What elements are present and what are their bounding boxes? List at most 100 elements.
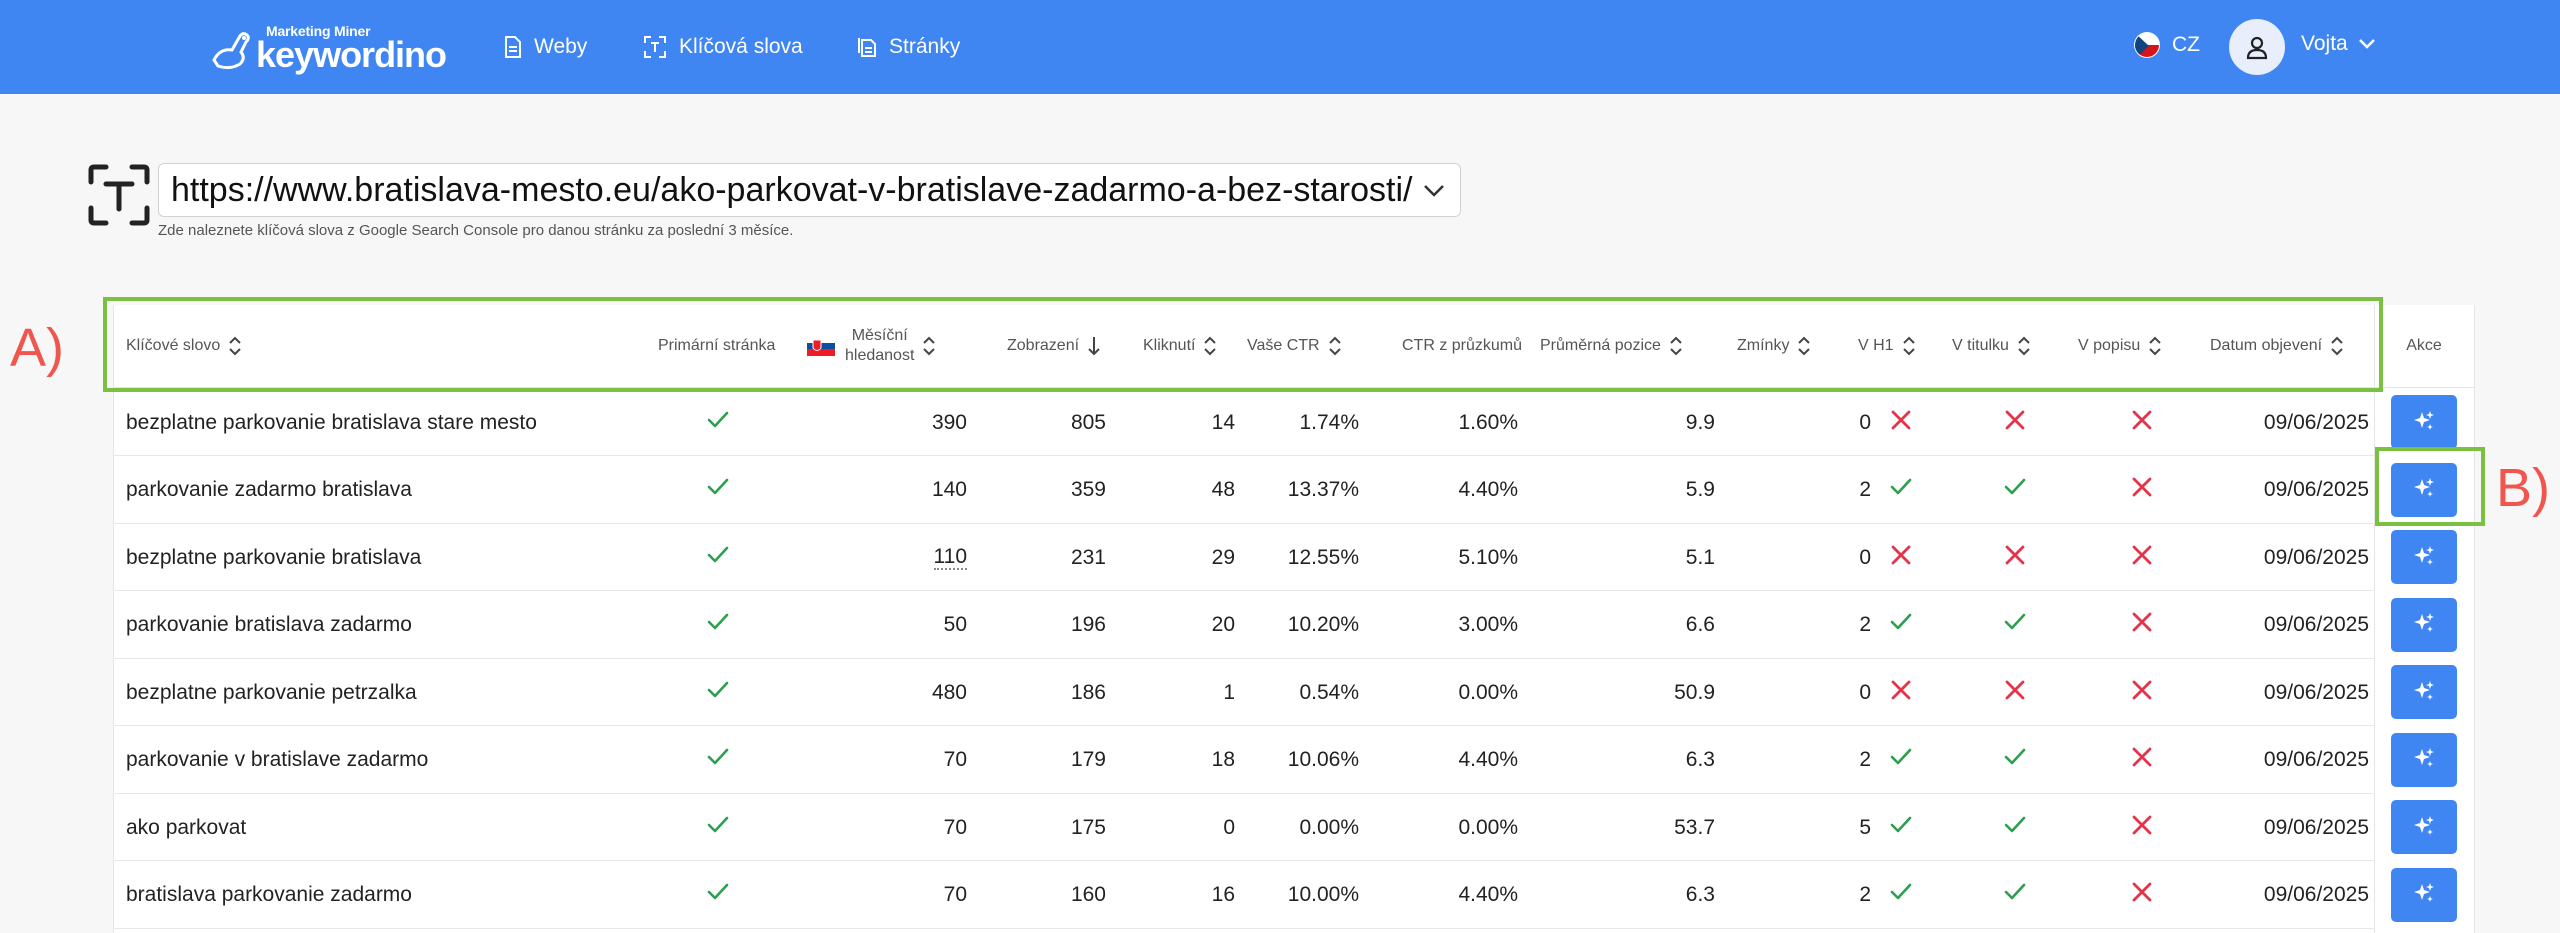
url-hint-text: Zde naleznete klíčová slova z Google Sea… bbox=[158, 222, 794, 239]
check-icon bbox=[2004, 883, 2026, 907]
column-header-in-h1[interactable]: V H1 bbox=[1858, 305, 1916, 387]
ai-suggest-button[interactable] bbox=[2391, 597, 2457, 652]
language-switcher[interactable]: CZ bbox=[2134, 32, 2200, 58]
column-header-avg-position[interactable]: Průměrná pozice bbox=[1540, 305, 1683, 387]
cell-primary-page bbox=[668, 524, 768, 591]
cell-monthly-volume: 70 bbox=[943, 883, 967, 906]
column-header-discovered-date[interactable]: Datum objevení bbox=[2210, 305, 2344, 387]
page-url-value: https://www.bratislava-mesto.eu/ako-park… bbox=[171, 170, 1413, 209]
slovakia-flag-icon bbox=[807, 336, 835, 356]
column-header-mentions[interactable]: Zmínky bbox=[1737, 305, 1811, 387]
cell-keyword: bezplatne parkovanie bratislava bbox=[126, 545, 422, 569]
cell-clicks: 14 bbox=[1211, 410, 1235, 434]
cell-impressions: 196 bbox=[1070, 613, 1106, 636]
sort-icon bbox=[1670, 336, 1682, 356]
nav-item-klicova-slova[interactable]: Klíčová slova bbox=[643, 32, 803, 62]
cell-survey-ctr: 0.00% bbox=[1458, 815, 1518, 839]
cell-impressions: 186 bbox=[1070, 680, 1106, 704]
cell-clicks: 48 bbox=[1211, 478, 1235, 501]
pages-icon bbox=[858, 38, 876, 57]
table-row: parkovanie bratislava zadarmo 50 196 20 10.2… bbox=[113, 592, 2374, 659]
cell-clicks: 29 bbox=[1211, 545, 1235, 569]
cross-icon bbox=[1890, 409, 1912, 437]
ai-suggest-button[interactable] bbox=[2391, 867, 2457, 922]
sort-icon bbox=[2149, 336, 2161, 356]
user-avatar[interactable] bbox=[2229, 19, 2285, 75]
sparkles-icon bbox=[2412, 476, 2436, 503]
cell-primary-page bbox=[668, 794, 768, 861]
cell-your-ctr: 10.20% bbox=[1287, 613, 1359, 636]
annotation-box-b bbox=[2375, 447, 2485, 526]
document-icon bbox=[505, 36, 521, 58]
keyword-scan-icon bbox=[644, 36, 666, 58]
check-icon bbox=[1890, 613, 1912, 637]
cell-primary-page bbox=[668, 862, 768, 929]
keywordino-logo[interactable]: Marketing Miner keywordino bbox=[210, 20, 450, 75]
cell-in-description bbox=[2110, 592, 2174, 659]
brand-subtitle: Marketing Miner bbox=[266, 23, 371, 39]
column-header-keyword[interactable]: Klíčové slovo bbox=[126, 305, 242, 387]
ai-suggest-button[interactable] bbox=[2391, 462, 2457, 517]
sort-icon bbox=[1328, 336, 1341, 356]
cell-in-h1 bbox=[1869, 592, 1933, 659]
text-scan-icon bbox=[88, 164, 150, 226]
cell-survey-ctr: 4.40% bbox=[1458, 478, 1518, 501]
ai-suggest-button[interactable] bbox=[2391, 732, 2457, 787]
cross-icon bbox=[2131, 409, 2153, 437]
check-icon bbox=[707, 681, 729, 705]
cell-in-h1 bbox=[1869, 389, 1933, 456]
column-header-monthly-volume[interactable]: Měsíční hledanost bbox=[807, 305, 936, 387]
cell-in-title bbox=[1983, 524, 2047, 591]
column-header-action: Akce bbox=[2406, 337, 2442, 354]
column-header-clicks[interactable]: Kliknutí bbox=[1143, 305, 1217, 387]
check-icon bbox=[707, 816, 729, 840]
user-menu[interactable]: Vojta bbox=[2301, 32, 2376, 56]
cross-icon bbox=[2004, 544, 2026, 572]
nav-item-stranky[interactable]: Stránky bbox=[857, 32, 960, 62]
cross-icon bbox=[2131, 611, 2153, 639]
cell-impressions: 175 bbox=[1070, 815, 1106, 839]
cell-in-description bbox=[2110, 727, 2174, 794]
cell-primary-page bbox=[668, 727, 768, 794]
cell-discovered-date: 09/06/2025 bbox=[2263, 815, 2369, 839]
cell-survey-ctr: 3.00% bbox=[1458, 613, 1518, 636]
ai-suggest-button[interactable] bbox=[2391, 800, 2457, 854]
cell-in-h1 bbox=[1869, 659, 1933, 726]
cell-in-h1 bbox=[1869, 794, 1933, 861]
cell-in-title bbox=[1983, 794, 2047, 861]
column-header-in-title[interactable]: V titulku bbox=[1952, 305, 2031, 387]
cell-avg-position: 9.9 bbox=[1685, 410, 1715, 434]
cell-in-h1 bbox=[1869, 862, 1933, 929]
nav-item-weby[interactable]: Weby bbox=[504, 32, 587, 62]
cell-clicks: 0 bbox=[1223, 815, 1235, 839]
cell-your-ctr: 10.06% bbox=[1287, 748, 1359, 771]
cell-keyword: parkovanie bratislava zadarmo bbox=[126, 613, 412, 636]
column-header-in-description[interactable]: V popisu bbox=[2078, 305, 2162, 387]
cell-avg-position: 6.3 bbox=[1685, 883, 1715, 906]
cross-icon bbox=[2131, 881, 2153, 909]
check-icon bbox=[1890, 748, 1912, 772]
cell-avg-position: 6.3 bbox=[1685, 748, 1715, 771]
cell-discovered-date: 09/06/2025 bbox=[2263, 680, 2369, 704]
column-header-your-ctr[interactable]: Vaše CTR bbox=[1247, 305, 1342, 387]
ai-suggest-button[interactable] bbox=[2391, 395, 2457, 449]
cell-mentions: 0 bbox=[1859, 410, 1871, 434]
top-navigation-bar: Marketing Miner keywordino Weby Klíčová … bbox=[0, 0, 2560, 94]
page-url-select[interactable]: https://www.bratislava-mesto.eu/ako-park… bbox=[158, 163, 1461, 217]
cell-clicks: 20 bbox=[1211, 613, 1235, 636]
cell-discovered-date: 09/06/2025 bbox=[2263, 410, 2369, 434]
cell-in-h1 bbox=[1869, 524, 1933, 591]
cell-your-ctr: 13.37% bbox=[1287, 478, 1359, 501]
sort-icon bbox=[2018, 336, 2030, 356]
column-header-impressions[interactable]: Zobrazení bbox=[1007, 305, 1101, 387]
ai-suggest-button[interactable] bbox=[2391, 665, 2457, 719]
cell-in-title bbox=[1983, 389, 2047, 456]
sparkles-icon bbox=[2412, 611, 2436, 638]
table-row: bezplatne parkovanie bratislava 110 231 29 1… bbox=[113, 524, 2374, 591]
ai-suggest-button[interactable] bbox=[2391, 530, 2457, 584]
cell-primary-page bbox=[668, 592, 768, 659]
cell-avg-position: 5.9 bbox=[1685, 478, 1715, 501]
check-icon bbox=[707, 546, 729, 570]
sort-descending-icon bbox=[1088, 337, 1100, 356]
cell-discovered-date: 09/06/2025 bbox=[2263, 748, 2369, 771]
